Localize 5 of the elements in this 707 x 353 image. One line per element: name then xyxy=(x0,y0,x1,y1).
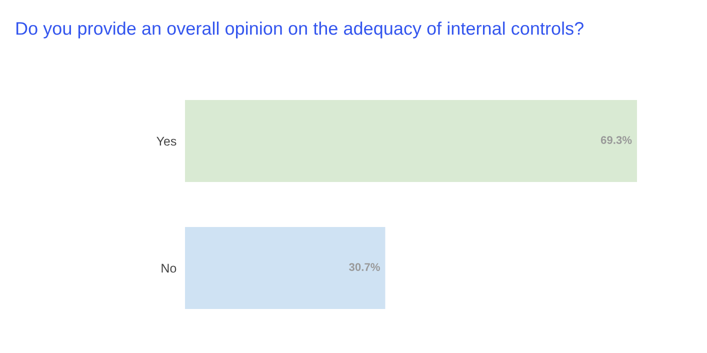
y-tick-label: Yes xyxy=(156,136,176,146)
chart-title: Do you provide an overall opinion on the adequacy of internal controls? xyxy=(16,22,584,38)
y-tick-label: No xyxy=(162,264,176,273)
data-label: 30.7% xyxy=(349,263,380,271)
data-label: 69.3% xyxy=(600,136,632,144)
